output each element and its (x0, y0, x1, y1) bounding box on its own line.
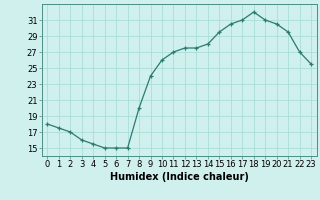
X-axis label: Humidex (Indice chaleur): Humidex (Indice chaleur) (110, 172, 249, 182)
